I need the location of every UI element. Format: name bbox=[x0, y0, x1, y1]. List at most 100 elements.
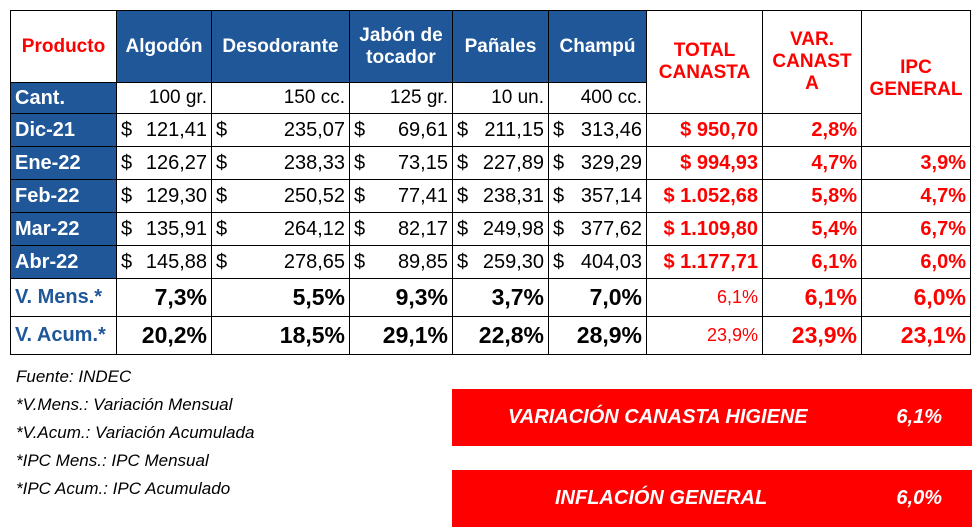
vmens-value: 7,0% bbox=[548, 278, 647, 317]
header-jabon-line1: Jabón de bbox=[359, 24, 443, 46]
header-total-line2: CANASTA bbox=[658, 62, 751, 83]
price-value: 278,65 bbox=[283, 250, 345, 273]
footnote-ipc-mens: *IPC Mens.: IPC Mensual bbox=[16, 451, 209, 470]
price-value: 69,61 bbox=[397, 118, 448, 141]
vmens-value: 3,7% bbox=[452, 278, 549, 317]
vmens-value: 9,3% bbox=[349, 278, 453, 317]
price-cell: $404,03 bbox=[548, 245, 647, 279]
var-canasta-value: 5,4% bbox=[762, 212, 862, 246]
unit-jabon: 125 gr. bbox=[349, 82, 453, 114]
row-label: Ene-22 bbox=[10, 146, 117, 180]
header-row: Producto Algodón Desodorante Jabón de to… bbox=[10, 10, 971, 147]
currency-sign: $ bbox=[216, 250, 228, 273]
price-value: 238,33 bbox=[283, 151, 345, 174]
var-canasta-value: 4,7% bbox=[762, 146, 862, 180]
row-label: Feb-22 bbox=[10, 179, 117, 213]
vacum-ipc: 23,1% bbox=[861, 316, 971, 355]
price-value: 377,62 bbox=[580, 217, 642, 240]
price-value: 313,46 bbox=[580, 118, 642, 141]
total-canasta-value: $ 1.177,71 bbox=[646, 245, 763, 279]
header-var-line2: CANAST bbox=[772, 51, 852, 72]
currency-sign: $ bbox=[457, 118, 469, 141]
vacum-row: V. Acum.* 20,2% 18,5% 29,1% 22,8% 28,9% … bbox=[10, 316, 971, 355]
table-row: Feb-22 $129,30 $250,52 $77,41 $238,31 $3… bbox=[10, 179, 971, 213]
price-cell: $238,31 bbox=[452, 179, 549, 213]
price-cell: $89,85 bbox=[349, 245, 453, 279]
price-cell: $377,62 bbox=[548, 212, 647, 246]
price-cell: $278,65 bbox=[211, 245, 350, 279]
price-cell: $82,17 bbox=[349, 212, 453, 246]
currency-sign: $ bbox=[354, 118, 366, 141]
var-canasta-value: 2,8% bbox=[762, 113, 862, 147]
vacum-value: 28,9% bbox=[548, 316, 647, 355]
footnote-vacum: *V.Acum.: Variación Acumulada bbox=[16, 423, 255, 442]
header-algodon: Algodón bbox=[116, 10, 212, 83]
price-value: 264,12 bbox=[283, 217, 345, 240]
ipc-value: 6,7% bbox=[861, 212, 971, 246]
vmens-ipc: 6,0% bbox=[861, 278, 971, 317]
price-cell: $235,07 bbox=[211, 113, 350, 147]
header-producto: Producto bbox=[10, 10, 117, 83]
ipc-value: 6,0% bbox=[861, 245, 971, 279]
cant-row: Cant. 100 gr. 150 cc. 125 gr. 10 un. 400… bbox=[10, 82, 971, 114]
price-cell: $249,98 bbox=[452, 212, 549, 246]
price-value: 135,91 bbox=[145, 217, 207, 240]
header-ipc-line1: IPC bbox=[900, 56, 932, 78]
header-var-line1: VAR. bbox=[790, 29, 834, 50]
banner-value: 6,1% bbox=[896, 406, 942, 428]
header-var-canasta: VAR. CANAST A bbox=[762, 10, 862, 114]
price-value: 129,30 bbox=[145, 184, 207, 207]
price-value: 73,15 bbox=[397, 151, 448, 174]
vmens-total: 6,1% bbox=[646, 278, 763, 317]
banner-canasta-higiene: VARIACIÓN CANASTA HIGIENE 6,1% bbox=[452, 389, 972, 446]
price-value: 329,29 bbox=[580, 151, 642, 174]
vacum-value: 18,5% bbox=[211, 316, 350, 355]
price-value: 259,30 bbox=[482, 250, 544, 273]
price-cell: $238,33 bbox=[211, 146, 350, 180]
price-cell: $73,15 bbox=[349, 146, 453, 180]
currency-sign: $ bbox=[216, 217, 228, 240]
header-var-line3: A bbox=[805, 73, 819, 94]
row-label: Dic-21 bbox=[10, 113, 117, 147]
footnotes: Fuente: INDEC *V.Mens.: Variación Mensua… bbox=[16, 366, 254, 506]
currency-sign: $ bbox=[457, 184, 469, 207]
price-value: 235,07 bbox=[283, 118, 345, 141]
unit-algodon: 100 gr. bbox=[116, 82, 212, 114]
header-panales: Pañales bbox=[452, 10, 549, 83]
cant-label: Cant. bbox=[10, 82, 117, 114]
price-table: Producto Algodón Desodorante Jabón de to… bbox=[10, 10, 971, 355]
price-value: 238,31 bbox=[482, 184, 544, 207]
price-cell: $121,41 bbox=[116, 113, 212, 147]
currency-sign: $ bbox=[553, 151, 565, 174]
vacum-label: V. Acum.* bbox=[10, 316, 117, 355]
table-row: Mar-22 $135,91 $264,12 $82,17 $249,98 $3… bbox=[10, 212, 971, 246]
currency-sign: $ bbox=[553, 250, 565, 273]
unit-champu: 400 cc. bbox=[548, 82, 647, 114]
vacum-value: 29,1% bbox=[349, 316, 453, 355]
price-value: 145,88 bbox=[145, 250, 207, 273]
currency-sign: $ bbox=[457, 250, 469, 273]
vmens-value: 7,3% bbox=[116, 278, 212, 317]
banner-label: VARIACIÓN CANASTA HIGIENE bbox=[508, 406, 808, 428]
price-cell: $264,12 bbox=[211, 212, 350, 246]
price-cell: $250,52 bbox=[211, 179, 350, 213]
vmens-var: 6,1% bbox=[762, 278, 862, 317]
currency-sign: $ bbox=[354, 250, 366, 273]
footnote-source: Fuente: INDEC bbox=[16, 367, 132, 386]
header-ipc-line2: GENERAL bbox=[869, 78, 963, 100]
vacum-total: 23,9% bbox=[646, 316, 763, 355]
header-jabon: Jabón de tocador bbox=[349, 10, 453, 83]
price-cell: $69,61 bbox=[349, 113, 453, 147]
price-value: 89,85 bbox=[397, 250, 448, 273]
table-row: Ene-22 $126,27 $238,33 $73,15 $227,89 $3… bbox=[10, 146, 971, 180]
header-total-line1: TOTAL bbox=[673, 40, 736, 61]
total-canasta-value: $ 1.109,80 bbox=[646, 212, 763, 246]
currency-sign: $ bbox=[121, 184, 133, 207]
price-cell: $126,27 bbox=[116, 146, 212, 180]
currency-sign: $ bbox=[216, 151, 228, 174]
vacum-var: 23,9% bbox=[762, 316, 862, 355]
vmens-row: V. Mens.* 7,3% 5,5% 9,3% 3,7% 7,0% 6,1% … bbox=[10, 278, 971, 317]
header-total-canasta: TOTAL CANASTA bbox=[646, 10, 763, 114]
currency-sign: $ bbox=[121, 250, 133, 273]
vacum-value: 22,8% bbox=[452, 316, 549, 355]
